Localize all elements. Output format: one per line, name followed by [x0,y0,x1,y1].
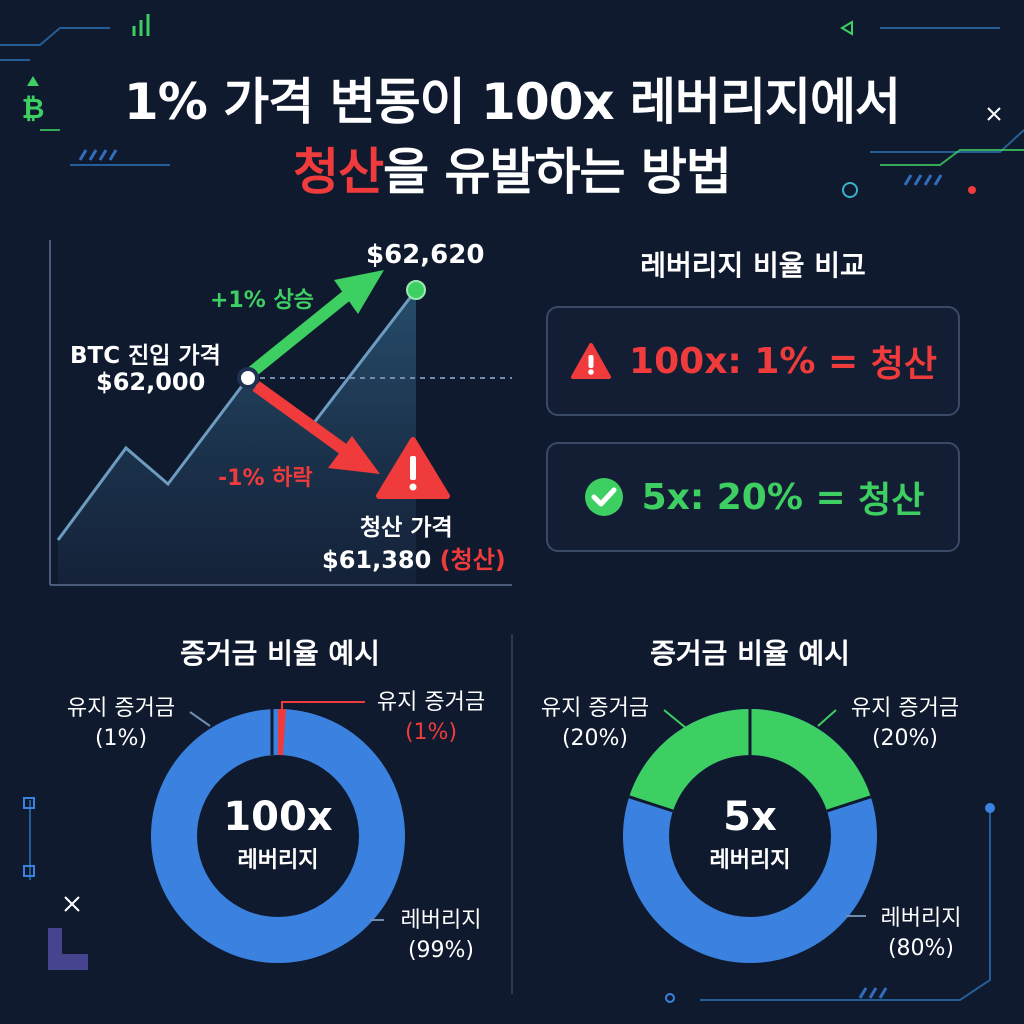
rise-arrow [248,283,360,377]
donut-5x-label-bottom: 레버리지 (80%) [866,904,976,964]
donut-5x-center-label: 레버리지 [709,848,791,873]
donut-100x-label-right-name: 유지 증거금 [376,690,486,715]
svg-text:₿: ₿ [22,92,45,124]
donut-5x-label-left-pct: (20%) [561,726,629,751]
donut-100x-label-bottom-name: 레버리지 [400,908,482,933]
donut-5x-label-right: 유지 증거금 (20%) [840,694,970,754]
high-price: $62,620 [366,240,485,270]
card-5x: 5x: 20% = 청산 [546,442,960,552]
fall-label: -1% 하락 [218,466,313,491]
rise-label: +1% 상승 [210,288,314,313]
high-point [406,280,426,300]
entry-point [237,367,259,389]
card-100x-prefix: 100x: 1% = [629,340,871,382]
close-icon[interactable] [984,104,1004,124]
bitcoin-icon: ₿ [22,76,45,124]
donut-100x-label-bottom-pct: (99%) [407,938,475,963]
donut-5x-label-right-pct: (20%) [871,726,939,751]
price-area [58,290,416,585]
page-title-line2: 청산을 유발하는 방법 [0,132,1024,204]
price-line [56,289,418,541]
donut-5x-label-right-name: 유지 증거금 [850,696,960,721]
donut-5x-margin-segment [750,709,871,811]
liq-price: $61,380 [322,546,432,574]
entry-label: BTC 진입 가격 [70,343,221,369]
title-rest: 을 유발하는 방법 [383,143,732,201]
donut-5x-center-value: 5x [723,794,777,840]
warning-icon [571,343,612,379]
liq-tag: (청산) [439,546,506,574]
donut-100x-margin-segment [278,709,286,756]
section-divider [511,634,513,994]
card-5x-result: 청산 [858,480,925,521]
card-5x-prefix: 5x: 20% = [641,476,859,518]
donut-5x-label-bottom-name: 레버리지 [880,906,962,931]
donut-100x-label-bottom: 레버리지 (99%) [386,906,496,966]
liq-price-line: $61,380 (청산) [322,540,506,575]
page-title-line1: 1% 가격 변동이 100x 레버리지에서 [123,73,901,131]
donut-100x-label-left-pct: (1%) [94,726,148,751]
sparkle-icon [64,896,80,912]
card-100x: 100x: 1% = 청산 [546,306,960,416]
warning-icon [376,437,450,499]
donut-5x-label-bottom-pct: (80%) [887,936,955,961]
donut-100x-label-right: 유지 증거금 (1%) [366,688,496,748]
fall-arrow [252,381,354,459]
donut-100x-label-left-name: 유지 증거금 [66,696,176,721]
donut-5x-title: 증거금 비율 예시 [650,637,850,670]
donut-100x-title: 증거금 비율 예시 [180,637,380,670]
donut-100x-center-value: 100x [223,794,333,840]
donut-100x-label-left: 유지 증거금 (1%) [56,694,186,754]
donut-100x-center-label: 레버리지 [237,848,319,873]
donut-5x-margin-segment-2 [629,709,750,811]
check-circle-icon [584,478,623,516]
comparison-title: 레버리지 비율 비교 [640,249,866,282]
donut-5x-label-left-name: 유지 증거금 [540,696,650,721]
card-100x-result: 청산 [870,344,937,385]
liq-label: 청산 가격 [360,515,453,541]
entry-price: $62,000 [96,368,206,396]
title-highlight: 청산 [293,143,384,201]
donut-5x-label-left: 유지 증거금 (20%) [530,694,660,754]
donut-100x-label-right-pct: (1%) [404,720,458,745]
